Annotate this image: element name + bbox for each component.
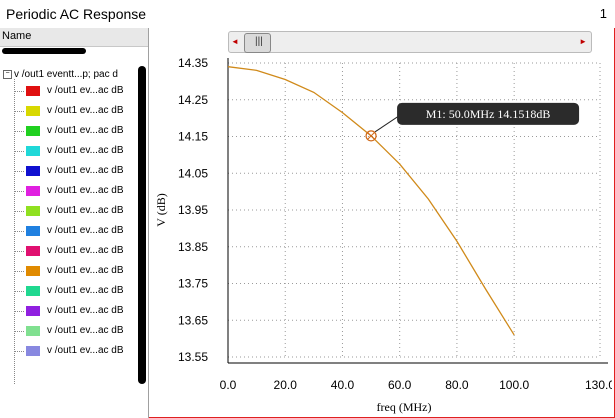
signal-list-item[interactable]: v /out1 ev...ac dB: [14, 183, 140, 201]
tree-guide-line: [14, 211, 24, 212]
scroll-left-arrow-icon[interactable]: ◄: [231, 37, 239, 46]
x-tick-label: 0.0: [220, 378, 237, 392]
x-tick-label: 60.0: [388, 378, 412, 392]
tree-guide-line: [14, 291, 24, 292]
marker-label: M1: 50.0MHz 14.1518dB: [426, 107, 551, 121]
signal-list-item[interactable]: v /out1 ev...ac dB: [14, 143, 140, 161]
signal-label: v /out1 ev...ac dB: [47, 85, 124, 96]
signal-label: v /out1 ev...ac dB: [47, 345, 124, 356]
y-tick-label: 13.55: [178, 350, 208, 364]
color-swatch: [26, 106, 40, 116]
x-tick-label: 80.0: [445, 378, 469, 392]
signal-label: v /out1 ev...ac dB: [47, 325, 124, 336]
window-title: Periodic AC Response: [6, 6, 147, 22]
y-tick-label: 13.85: [178, 240, 208, 254]
title-bar: Periodic AC Response 1: [0, 0, 615, 28]
y-tick-label: 13.75: [178, 277, 208, 291]
color-swatch: [26, 86, 40, 96]
color-swatch: [26, 126, 40, 136]
x-tick-label: 130.0: [585, 378, 612, 392]
tree-guide-line: [14, 131, 24, 132]
redaction-bar: [138, 66, 146, 384]
marker-m1-cross: [367, 131, 375, 140]
signal-list-item[interactable]: v /out1 ev...ac dB: [14, 323, 140, 341]
name-column-label: Name: [2, 30, 32, 42]
color-swatch: [26, 186, 40, 196]
redaction-bar: [2, 48, 86, 54]
color-swatch: [26, 246, 40, 256]
collapse-icon[interactable]: −: [3, 69, 12, 79]
tree-guide-line: [14, 191, 24, 192]
tree-column-header[interactable]: Name: [0, 28, 148, 47]
tree-guide-line: [14, 91, 24, 92]
color-swatch: [26, 306, 40, 316]
color-swatch: [26, 266, 40, 276]
signal-list-item[interactable]: v /out1 ev...ac dB: [14, 223, 140, 241]
signal-list-item[interactable]: v /out1 ev...ac dB: [14, 283, 140, 301]
signal-list-item[interactable]: v /out1 ev...ac dB: [14, 303, 140, 321]
tree-guide-line: [14, 311, 24, 312]
signal-list-item[interactable]: v /out1 ev...ac dB: [14, 243, 140, 261]
tree-guide-line: [14, 331, 24, 332]
tree-guide-line: [14, 231, 24, 232]
signal-label: v /out1 ev...ac dB: [47, 305, 124, 316]
signal-label: v /out1 ev...ac dB: [47, 165, 124, 176]
grip-icon: |||: [255, 36, 263, 47]
y-tick-label: 14.35: [178, 56, 208, 70]
tree-guide-line: [14, 251, 24, 252]
x-tick-label: 100.0: [499, 378, 529, 392]
signal-list-item[interactable]: v /out1 ev...ac dB: [14, 123, 140, 141]
y-axis-label: V (dB): [154, 193, 168, 226]
signal-label: v /out1 ev...ac dB: [47, 205, 124, 216]
signal-label: v /out1 ev...ac dB: [47, 265, 124, 276]
signal-label: v /out1 ev...ac dB: [47, 245, 124, 256]
y-tick-label: 13.95: [178, 203, 208, 217]
page-number: 1: [599, 6, 607, 21]
signal-label: v /out1 ev...ac dB: [47, 225, 124, 236]
color-swatch: [26, 226, 40, 236]
signal-label: v /out1 ev...ac dB: [47, 125, 124, 136]
tree-guide-line: [14, 271, 24, 272]
marker-m1[interactable]: [365, 130, 377, 142]
tree-guide-line: [14, 111, 24, 112]
x-axis-label: freq (MHz): [377, 400, 432, 414]
signal-list-item[interactable]: v /out1 ev...ac dB: [14, 83, 140, 101]
signal-list-item[interactable]: v /out1 ev...ac dB: [14, 263, 140, 281]
signal-label: v /out1 ev...ac dB: [47, 105, 124, 116]
marker-leader-line: [374, 115, 400, 133]
signal-label: v /out1 ev...ac dB: [47, 145, 124, 156]
color-swatch: [26, 326, 40, 336]
color-swatch: [26, 286, 40, 296]
tree-root-label: v /out1 eventt...p; pac d: [14, 69, 118, 80]
y-tick-label: 14.15: [178, 130, 208, 144]
tree-guide-line: [14, 351, 24, 352]
signal-list-item[interactable]: v /out1 ev...ac dB: [14, 203, 140, 221]
scrollbar-thumb[interactable]: |||: [244, 33, 271, 53]
y-tick-label: 14.25: [178, 93, 208, 107]
x-tick-label: 40.0: [331, 378, 355, 392]
x-tick-label: 20.0: [274, 378, 298, 392]
marker-label-box: [397, 102, 580, 125]
signal-list-item[interactable]: v /out1 ev...ac dB: [14, 343, 140, 361]
signal-label: v /out1 ev...ac dB: [47, 285, 124, 296]
color-swatch: [26, 346, 40, 356]
y-tick-label: 14.05: [178, 166, 208, 180]
y-tick-label: 13.65: [178, 313, 208, 327]
scroll-right-arrow-icon[interactable]: ►: [579, 37, 587, 46]
signal-label: v /out1 ev...ac dB: [47, 185, 124, 196]
waveform-plot[interactable]: 14.35 14.25 14.15 14.05 13.95 13.85 13.75 13.65…: [150, 28, 612, 418]
color-swatch: [26, 166, 40, 176]
signal-list-item[interactable]: v /out1 ev...ac dB: [14, 103, 140, 121]
tree-root-node[interactable]: − v /out1 eventt...p; pac d: [3, 69, 118, 80]
signal-tree-panel: Name − v /out1 eventt...p; pac d v /out1 …: [0, 28, 149, 418]
signal-list-item[interactable]: v /out1 ev...ac dB: [14, 163, 140, 181]
color-swatch: [26, 146, 40, 156]
tree-guide-line: [14, 151, 24, 152]
tree-guide-line: [14, 171, 24, 172]
color-swatch: [26, 206, 40, 216]
horizontal-scrollbar[interactable]: ◄ ||| ►: [228, 31, 592, 53]
